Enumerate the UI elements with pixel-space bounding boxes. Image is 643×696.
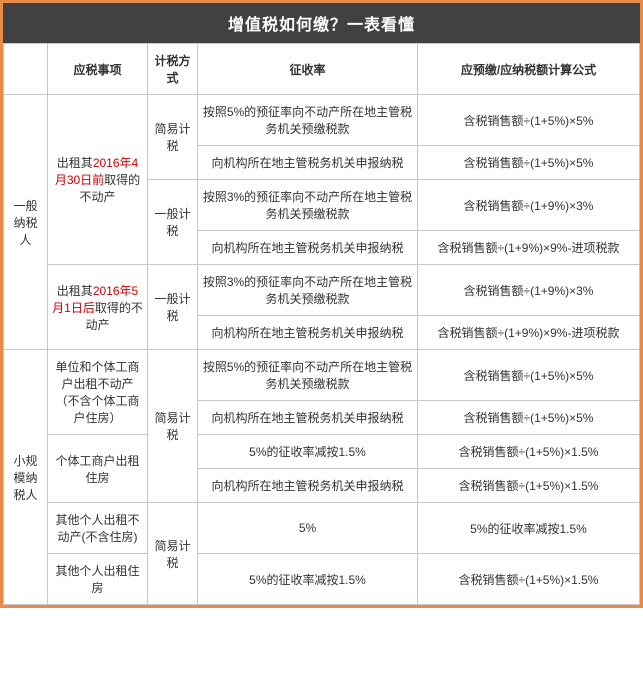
formula-cell: 含税销售额÷(1+9%)×3% [418,180,640,231]
table-row: 个体工商户出租住房 5%的征收率减按1.5% 含税销售额÷(1+5%)×1.5% [4,435,640,469]
table-row: 一般纳税人 出租其2016年4月30日前取得的不动产 简易计税 按照5%的预征率… [4,95,640,146]
table-row: 其他个人出租不动产(不含住房) 简易计税 5% 5%的征收率减按1.5% [4,503,640,554]
method-cell: 一般计税 [148,265,198,350]
rate-cell: 向机构所在地主管税务机关申报纳税 [198,401,418,435]
rate-cell: 向机构所在地主管税务机关申报纳税 [198,316,418,350]
rate-cell: 5%的征收率减按1.5% [198,435,418,469]
item-cell: 出租其2016年5月1日后取得的不动产 [48,265,148,350]
vat-table: 应税事项 计税方式 征收率 应预缴/应纳税额计算公式 一般纳税人 出租其2016… [3,43,640,605]
table-row: 出租其2016年5月1日后取得的不动产 一般计税 按照3%的预征率向不动产所在地… [4,265,640,316]
formula-cell: 含税销售额÷(1+9%)×9%-进项税款 [418,231,640,265]
formula-cell: 含税销售额÷(1+9%)×3% [418,265,640,316]
formula-cell: 含税销售额÷(1+5%)×5% [418,95,640,146]
table-row: 其他个人出租住房 5%的征收率减按1.5% 含税销售额÷(1+5%)×1.5% [4,554,640,605]
item-pre: 出租其 [57,284,93,298]
header-formula: 应预缴/应纳税额计算公式 [418,44,640,95]
formula-cell: 含税销售额÷(1+5%)×5% [418,401,640,435]
rate-cell: 5%的征收率减按1.5% [198,554,418,605]
header-method: 计税方式 [148,44,198,95]
formula-cell: 5%的征收率减按1.5% [418,503,640,554]
item-cell: 单位和个体工商户出租不动产（不含个体工商户住房） [48,350,148,435]
table-row: 小规模纳税人 单位和个体工商户出租不动产（不含个体工商户住房） 简易计税 按照5… [4,350,640,401]
item-post: 取得的不动产 [85,301,142,332]
rate-cell: 向机构所在地主管税务机关申报纳税 [198,231,418,265]
table-container: 增值税如何缴？一表看懂 应税事项 计税方式 征收率 应预缴/应纳税额计算公式 一… [0,0,643,608]
item-cell: 出租其2016年4月30日前取得的不动产 [48,95,148,265]
rate-cell: 按照5%的预征率向不动产所在地主管税务机关预缴税款 [198,95,418,146]
formula-cell: 含税销售额÷(1+5%)×5% [418,146,640,180]
group-general: 一般纳税人 [4,95,48,350]
item-cell: 其他个人出租不动产(不含住房) [48,503,148,554]
formula-cell: 含税销售额÷(1+9%)×9%-进项税款 [418,316,640,350]
item-cell: 其他个人出租住房 [48,554,148,605]
rate-cell: 5% [198,503,418,554]
method-cell: 一般计税 [148,180,198,265]
group-small: 小规模纳税人 [4,350,48,605]
rate-cell: 向机构所在地主管税务机关申报纳税 [198,469,418,503]
method-cell: 简易计税 [148,95,198,180]
formula-cell: 含税销售额÷(1+5%)×5% [418,350,640,401]
rate-cell: 按照3%的预征率向不动产所在地主管税务机关预缴税款 [198,180,418,231]
rate-cell: 向机构所在地主管税务机关申报纳税 [198,146,418,180]
rate-cell: 按照3%的预征率向不动产所在地主管税务机关预缴税款 [198,265,418,316]
formula-cell: 含税销售额÷(1+5%)×1.5% [418,554,640,605]
header-blank [4,44,48,95]
header-rate: 征收率 [198,44,418,95]
method-cell: 简易计税 [148,350,198,503]
page-title: 增值税如何缴？一表看懂 [3,3,640,43]
item-cell: 个体工商户出租住房 [48,435,148,503]
method-cell: 简易计税 [148,503,198,605]
header-item: 应税事项 [48,44,148,95]
formula-cell: 含税销售额÷(1+5%)×1.5% [418,435,640,469]
formula-cell: 含税销售额÷(1+5%)×1.5% [418,469,640,503]
header-row: 应税事项 计税方式 征收率 应预缴/应纳税额计算公式 [4,44,640,95]
rate-cell: 按照5%的预征率向不动产所在地主管税务机关预缴税款 [198,350,418,401]
item-pre: 出租其 [57,156,93,170]
